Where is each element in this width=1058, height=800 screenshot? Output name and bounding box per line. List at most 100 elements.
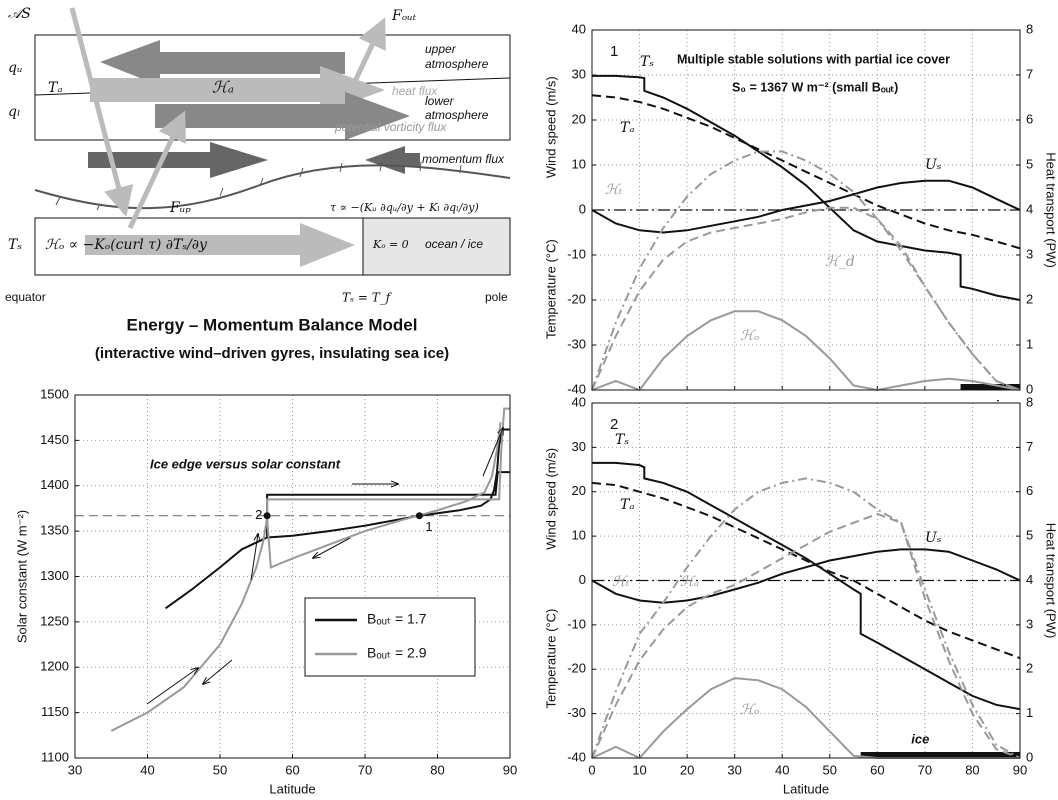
diagram-subtitle: (interactive wind–driven gyres, insulati… xyxy=(95,345,449,362)
label: ℋₐ xyxy=(212,78,234,97)
x-tick-label: 40 xyxy=(140,762,154,777)
series-line xyxy=(591,481,1021,660)
x-tick-label: 40 xyxy=(775,762,789,777)
hysteresis-arrows xyxy=(146,428,503,705)
plot-frame xyxy=(591,29,1021,391)
x-axis-label: Latitude xyxy=(783,781,829,796)
y-tick-label: 20 xyxy=(572,483,586,498)
y-tick-label: 1100 xyxy=(41,749,69,764)
label: equator xyxy=(5,290,46,304)
y2-tick-label: 4 xyxy=(1026,572,1033,587)
atmosphere-box xyxy=(34,34,511,141)
y-tick-label: 1300 xyxy=(40,568,69,583)
label: heat flux xyxy=(392,84,438,98)
series-label: Tₐ xyxy=(620,120,635,136)
x-tick-label: 60 xyxy=(285,762,299,777)
series-label: Tₐ xyxy=(620,497,635,513)
momentum-arrow xyxy=(88,142,268,178)
series-line xyxy=(591,150,1021,391)
y-tick-label: 0 xyxy=(579,201,586,216)
series-label: ℋₜ xyxy=(605,182,623,198)
label: atmosphere xyxy=(425,108,489,122)
label: upper xyxy=(425,42,457,56)
momentum-arrow xyxy=(365,146,420,174)
label: 𝒜S xyxy=(8,6,31,22)
x-tick-label: 30 xyxy=(727,762,741,777)
arrow xyxy=(146,668,198,705)
x-tick-label: 60 xyxy=(870,762,884,777)
y-tick-label: -10 xyxy=(567,616,586,631)
label: Tₛ = T_f xyxy=(342,291,393,305)
y-tick-label: 1200 xyxy=(40,659,69,674)
series-line xyxy=(591,179,1021,234)
series-label: ℋₒ xyxy=(740,328,759,344)
x-tick-label: 30 xyxy=(68,762,82,777)
panel-label: 2 xyxy=(610,416,618,433)
legend xyxy=(304,597,476,677)
stress-arrows xyxy=(55,161,462,211)
y-tick-label: 1400 xyxy=(40,477,69,492)
y-tick-label: -20 xyxy=(567,291,586,306)
y2-tick-label: 5 xyxy=(1026,528,1033,543)
y-tick-label: -30 xyxy=(567,705,586,720)
y-tick-label: 1250 xyxy=(40,613,69,628)
y2-axis-label: Heat transport (PW) xyxy=(1044,152,1058,268)
y-axis-label: Wind speed (m/s) xyxy=(543,76,558,178)
y-axis-label: Temperature (°C) xyxy=(543,609,558,709)
y-tick-label: 40 xyxy=(572,21,586,36)
y2-tick-label: 6 xyxy=(1026,483,1033,498)
y-tick-label: 10 xyxy=(572,156,586,171)
marker-point xyxy=(263,512,271,520)
y2-tick-label: 3 xyxy=(1026,246,1033,261)
y2-tick-label: 4 xyxy=(1026,201,1033,216)
y-axis-label: Wind speed (m/s) xyxy=(543,448,558,550)
label: ℋₒ ∝ −Kₒ(curl τ) ∂Tₛ/∂y xyxy=(45,237,208,253)
x-tick-label: 50 xyxy=(823,762,837,777)
series-line xyxy=(592,74,1021,301)
y2-tick-label: 3 xyxy=(1026,616,1033,631)
diagram-title: Energy – Momentum Balance Model xyxy=(127,315,418,334)
label: momentum flux xyxy=(422,152,505,166)
legend-label: Bₒᵤₜ = 2.9 xyxy=(367,645,427,661)
plot-frame xyxy=(591,402,1021,759)
label: pole xyxy=(485,290,508,304)
label: τ ∝ −(Kᵤ ∂qᵤ/∂y + Kₗ ∂qₗ/∂y) xyxy=(330,201,479,214)
flux-arrow xyxy=(90,66,385,114)
y-axis-label: Temperature (°C) xyxy=(543,239,558,339)
series-line xyxy=(591,310,1021,392)
y-tick-label: -40 xyxy=(567,749,586,764)
series-label: Uₛ xyxy=(925,530,942,546)
y-tick-label: -10 xyxy=(567,246,586,261)
x-tick-label: 20 xyxy=(680,762,694,777)
y-tick-label: -40 xyxy=(567,381,586,396)
y-tick-label: 1150 xyxy=(41,704,69,719)
y2-tick-label: 2 xyxy=(1026,661,1033,676)
x-tick-label: 90 xyxy=(1013,762,1027,777)
y2-tick-label: 1 xyxy=(1026,336,1033,351)
label: atmosphere xyxy=(425,57,489,71)
ice-bar xyxy=(960,384,1020,390)
plot-frame xyxy=(74,394,511,759)
outgoing-flux xyxy=(347,17,386,94)
series-label: ℋₐ xyxy=(680,574,699,590)
chart-title: Multiple stable solutions with partial i… xyxy=(677,52,950,66)
y-tick-label: 1450 xyxy=(40,432,69,447)
label: Tₐ xyxy=(48,80,63,96)
series-label: Tₛ xyxy=(615,432,629,448)
y-tick-label: 30 xyxy=(572,66,586,81)
label: ocean / ice xyxy=(425,237,483,251)
y-tick-label: -20 xyxy=(567,661,586,676)
series-line xyxy=(591,512,1021,759)
x-tick-label: 80 xyxy=(965,762,979,777)
x-axis-label: Latitude xyxy=(269,781,315,796)
label: qₗ xyxy=(8,104,20,120)
x-tick-label: 70 xyxy=(918,762,932,777)
y-tick-label: 0 xyxy=(579,572,586,587)
x-tick-label: 10 xyxy=(632,762,646,777)
y2-tick-label: 7 xyxy=(1026,439,1033,454)
label: potential vorticity flux xyxy=(334,120,447,134)
label: Tₛ xyxy=(8,237,22,253)
point-label: 1 xyxy=(425,519,432,534)
series-label: ℋₜ xyxy=(612,574,630,590)
y2-axis-label: Heat transport (PW) xyxy=(1044,523,1058,639)
